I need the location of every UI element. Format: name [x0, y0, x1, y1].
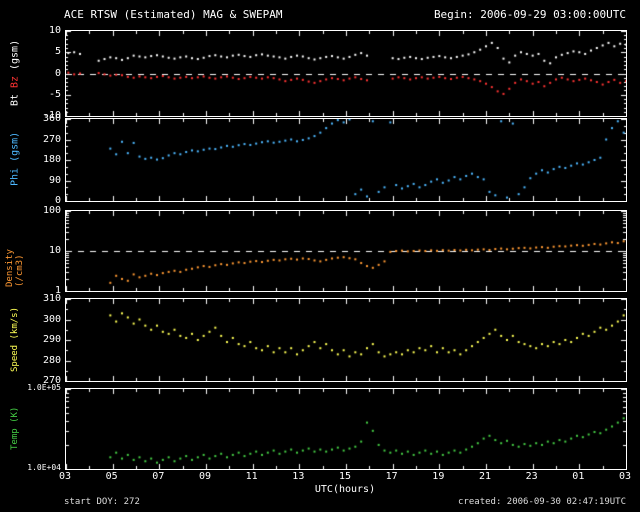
begin-timestamp: Begin: 2006-09-29 03:00:00UTC — [433, 8, 626, 21]
phi-canvas — [66, 119, 626, 201]
y-tick-label: 10 — [48, 245, 61, 256]
panel-mag-bt-bz — [65, 30, 627, 117]
panel-y-axis-label: Phi (gsm) — [2, 118, 28, 200]
panel-phi — [65, 118, 627, 202]
x-tick-label: 01 — [572, 471, 585, 482]
y-tick-label: 1 — [54, 285, 61, 296]
panel-density — [65, 210, 627, 292]
y-tick-label: 90 — [48, 174, 61, 186]
y-tick-label: 0 — [54, 67, 61, 79]
y-axis-label-part: Phi (gsm) — [9, 131, 21, 187]
temp-canvas — [66, 389, 626, 469]
x-tick-label: 07 — [152, 471, 165, 482]
x-axis-label: UTC(hours) — [314, 484, 376, 495]
panel-speed — [65, 298, 627, 382]
y-tick-label: 100 — [42, 205, 61, 216]
y-axis-label-part: (gsm) — [9, 39, 21, 70]
y-tick-label: 310 — [42, 293, 61, 304]
y-tick-label: 280 — [42, 354, 61, 366]
panel-temp — [65, 388, 627, 470]
x-tick-label: 19 — [432, 471, 445, 482]
y-axis-label-part: Bt — [9, 93, 21, 106]
panel-y-axis-label: Density (/cm3) — [2, 210, 28, 290]
y-tick-label: 1.0E+05 — [27, 383, 61, 392]
x-tick-label: 11 — [245, 471, 258, 482]
x-tick-label: 03 — [618, 471, 632, 482]
density-canvas — [66, 211, 626, 291]
y-axis-label-part: Density (/cm3) — [5, 249, 25, 287]
x-tick-label: 17 — [385, 471, 398, 482]
y-tick-label: 10 — [48, 25, 61, 36]
chart-title: ACE RTSW (Estimated) MAG & SWEPAM — [64, 8, 283, 21]
y-tick-label: -10 — [42, 110, 61, 121]
y-tick-label: -5 — [48, 88, 61, 100]
y-axis-label-part: Bz — [9, 75, 21, 88]
x-tick-label: 21 — [478, 471, 492, 482]
x-tick-label: 15 — [338, 471, 352, 482]
panel-y-axis-label: Bt Bz (gsm) — [2, 30, 28, 115]
x-tick-label: 13 — [292, 471, 305, 482]
panel-y-axis-label: Speed (km/s) — [2, 298, 28, 380]
y-axis-label-part: Speed (km/s) — [10, 306, 20, 372]
y-tick-label: 1.0E+04 — [27, 463, 61, 472]
start-doy-label: start DOY: 272 — [64, 497, 140, 507]
x-tick-label: 23 — [525, 471, 538, 482]
y-tick-label: 270 — [42, 375, 61, 386]
panel-y-axis-label: Temp (K) — [2, 388, 28, 468]
speed-canvas — [66, 299, 626, 381]
x-tick-label: 09 — [198, 471, 212, 482]
y-axis-label-part: Temp (K) — [10, 406, 20, 450]
y-tick-label: 0 — [54, 195, 61, 206]
x-tick-label: 03 — [58, 471, 72, 482]
x-tick-label: 05 — [105, 471, 118, 482]
y-tick-label: 290 — [42, 334, 61, 345]
y-tick-label: 300 — [42, 313, 61, 325]
y-tick-label: 180 — [42, 154, 61, 165]
y-tick-label: 360 — [42, 113, 61, 124]
mag-bt-bz-canvas — [66, 31, 626, 116]
y-tick-label: 270 — [42, 133, 61, 145]
created-timestamp: created: 2006-09-30 02:47:19UTC — [458, 497, 626, 507]
y-tick-label: 5 — [54, 46, 61, 58]
